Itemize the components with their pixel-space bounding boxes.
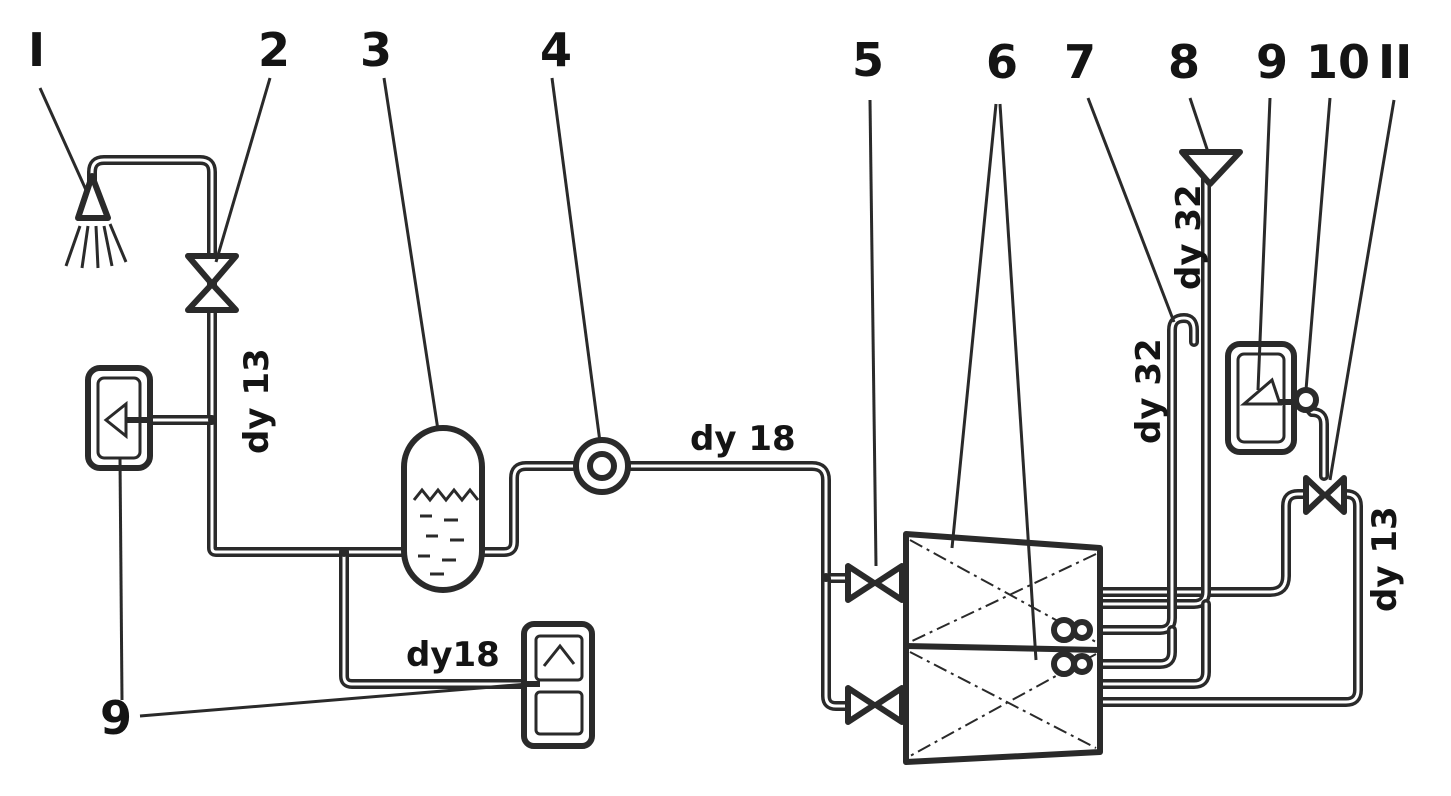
label-10: 10 xyxy=(1306,35,1370,89)
label-5: 5 xyxy=(852,33,884,87)
pipe-label-drain-riser: dy 32 xyxy=(1129,338,1169,444)
label-11: II xyxy=(1378,35,1412,89)
pipe-label-main: dy 18 xyxy=(690,419,796,459)
fitting-10-icon xyxy=(1293,387,1319,413)
valve-5-upper-icon xyxy=(845,563,905,603)
label-3: 3 xyxy=(360,23,392,77)
pipe-label-vent-riser: dy 32 xyxy=(1169,184,1209,290)
label-9-top: 9 xyxy=(1256,35,1288,89)
heater-bottom-icon xyxy=(521,621,595,749)
storage-tank-icon xyxy=(401,425,485,593)
label-1: I xyxy=(28,23,45,77)
label-4: 4 xyxy=(540,23,572,77)
pipe-label-right-riser: dy 13 xyxy=(1365,506,1405,612)
heater-right-icon xyxy=(1225,341,1297,455)
junction-dot xyxy=(208,416,216,424)
label-6: 6 xyxy=(986,35,1018,89)
leader-lines xyxy=(38,77,1396,718)
valve-11-icon xyxy=(1303,475,1347,515)
label-7: 7 xyxy=(1064,35,1096,89)
junction-dot xyxy=(822,574,830,582)
pipe-label-branch: dy18 xyxy=(406,635,500,675)
heater-left-icon xyxy=(85,365,153,471)
label-8: 8 xyxy=(1168,35,1200,89)
label-9-bottom: 9 xyxy=(100,691,132,745)
pipe-label-left-riser: dy 13 xyxy=(237,348,277,454)
label-2: 2 xyxy=(258,23,290,77)
junction-dot xyxy=(339,547,349,557)
pump-icon xyxy=(573,437,631,495)
heat-exchanger-icon xyxy=(903,531,1103,765)
valve-5-lower-icon xyxy=(845,685,905,725)
valve-2-icon xyxy=(185,253,239,313)
shower-head-icon xyxy=(64,173,128,269)
vent-cone-icon xyxy=(1179,149,1243,187)
